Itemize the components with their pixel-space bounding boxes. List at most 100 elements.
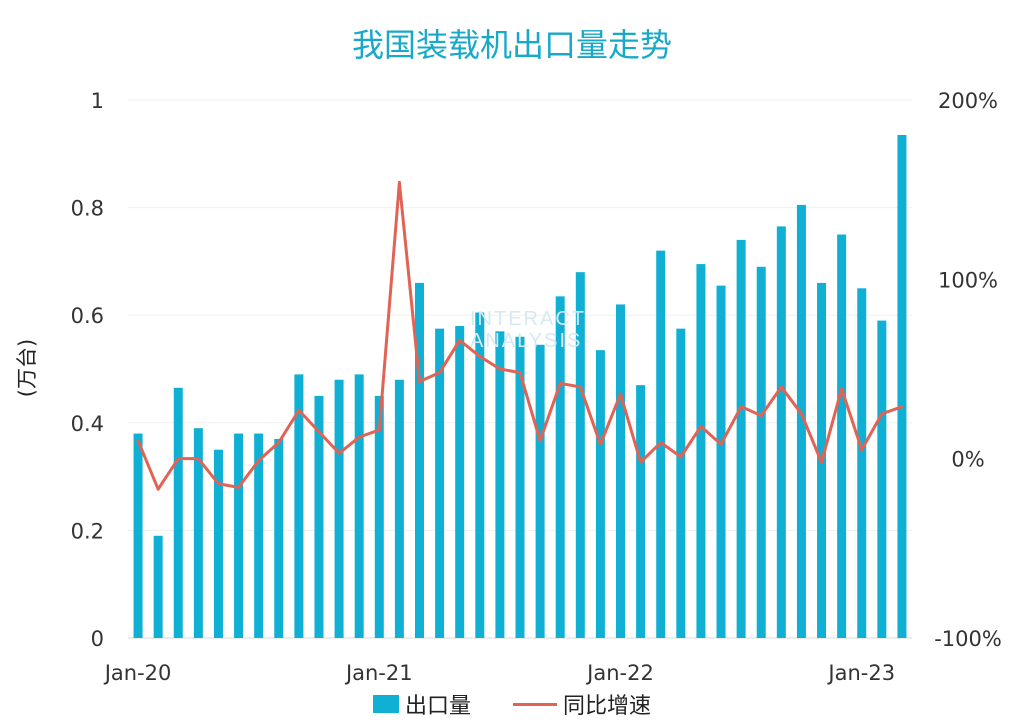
bar bbox=[374, 395, 384, 638]
line-point bbox=[558, 381, 562, 385]
legend-line-label: 同比增速 bbox=[563, 694, 652, 719]
y2-tick-label: -100% bbox=[934, 627, 1002, 651]
bar bbox=[636, 385, 646, 638]
y-tick-label: 0.8 bbox=[71, 197, 104, 221]
bar bbox=[495, 331, 505, 638]
bar-series bbox=[133, 134, 907, 638]
line-point bbox=[659, 441, 663, 445]
line-point bbox=[417, 380, 421, 384]
line-point bbox=[578, 385, 582, 389]
bar bbox=[897, 134, 907, 638]
line-point bbox=[840, 387, 844, 391]
legend-item-bar: 出口量 bbox=[372, 688, 471, 720]
bar bbox=[716, 285, 726, 638]
line-point bbox=[176, 457, 180, 461]
bar bbox=[796, 204, 806, 638]
line-point bbox=[397, 180, 401, 184]
bar bbox=[435, 328, 445, 638]
right-axis: -100% 0% 100% 200% bbox=[934, 89, 1002, 651]
bar bbox=[756, 266, 766, 638]
legend-line-swatch bbox=[513, 702, 557, 706]
bar bbox=[535, 344, 545, 638]
bar bbox=[213, 449, 223, 638]
legend-item-line: 同比增速 bbox=[513, 688, 651, 720]
line-point bbox=[377, 428, 381, 432]
line-point bbox=[438, 371, 442, 375]
line-point bbox=[237, 485, 241, 489]
line-point bbox=[799, 412, 803, 416]
line-point bbox=[478, 354, 482, 358]
line-point bbox=[820, 460, 824, 464]
chart-title: 我国装载机出口量走势 bbox=[351, 26, 672, 64]
y-tick-label: 0.6 bbox=[71, 304, 104, 328]
bar bbox=[354, 374, 364, 638]
bar bbox=[193, 428, 203, 638]
y2-tick-label: 100% bbox=[938, 268, 998, 292]
line-point bbox=[156, 487, 160, 491]
line-series bbox=[136, 180, 904, 491]
legend-bar-swatch bbox=[372, 695, 399, 713]
watermark-line-2: ANALYSIS bbox=[470, 330, 583, 352]
line-point bbox=[317, 430, 321, 434]
bar bbox=[414, 282, 424, 638]
left-axis: 0 0.2 0.4 0.6 0.8 1 bbox=[71, 89, 104, 651]
bar bbox=[837, 234, 847, 638]
bar bbox=[254, 433, 264, 638]
bar bbox=[877, 320, 887, 638]
bar bbox=[736, 239, 746, 638]
legend-bar-label: 出口量 bbox=[404, 694, 471, 719]
line-point bbox=[900, 405, 904, 409]
line-point bbox=[538, 439, 542, 443]
line-point bbox=[216, 482, 220, 486]
line-point bbox=[860, 448, 864, 452]
bar bbox=[676, 328, 686, 638]
bar bbox=[234, 433, 244, 638]
bar bbox=[314, 395, 324, 638]
bar bbox=[595, 350, 605, 638]
bar bbox=[857, 288, 867, 638]
line-point bbox=[759, 414, 763, 418]
watermark: INTERACT ANALYSIS bbox=[470, 308, 586, 352]
line-point bbox=[619, 392, 623, 396]
y2-tick-label: 200% bbox=[938, 89, 998, 113]
bar bbox=[153, 535, 163, 638]
y-axis-label: (万台) bbox=[15, 339, 39, 397]
line-point bbox=[337, 451, 341, 455]
x-tick-label: Jan-22 bbox=[585, 661, 654, 685]
line-point bbox=[639, 460, 643, 464]
bar bbox=[394, 379, 404, 638]
bar bbox=[334, 379, 344, 638]
line-point bbox=[357, 435, 361, 439]
y-tick-label: 0 bbox=[91, 627, 104, 651]
bar bbox=[274, 438, 284, 638]
line-point bbox=[598, 442, 602, 446]
bar bbox=[294, 374, 304, 638]
x-tick-label: Jan-23 bbox=[826, 661, 895, 685]
line-point bbox=[739, 405, 743, 409]
y-tick-label: 0.4 bbox=[71, 412, 104, 436]
line-point bbox=[458, 338, 462, 342]
line-point bbox=[257, 458, 261, 462]
bar bbox=[173, 387, 183, 638]
line-point bbox=[699, 424, 703, 428]
bar bbox=[475, 312, 485, 638]
bar bbox=[555, 296, 565, 638]
line-point bbox=[518, 371, 522, 375]
y-tick-label: 0.2 bbox=[71, 519, 104, 543]
bar bbox=[515, 336, 525, 638]
legend: 出口量 同比增速 bbox=[0, 688, 1024, 720]
bar bbox=[696, 264, 706, 638]
watermark-line-1: INTERACT bbox=[470, 308, 586, 330]
bar bbox=[455, 325, 465, 638]
line-point bbox=[196, 457, 200, 461]
bar bbox=[616, 304, 626, 638]
line-point bbox=[679, 455, 683, 459]
bar bbox=[575, 272, 585, 638]
x-tick-label: Jan-20 bbox=[103, 661, 172, 685]
line-point bbox=[277, 441, 281, 445]
line-point bbox=[880, 412, 884, 416]
line-point bbox=[498, 367, 502, 371]
line-point bbox=[719, 442, 723, 446]
x-axis: Jan-20 Jan-21 Jan-22 Jan-23 bbox=[103, 661, 895, 685]
